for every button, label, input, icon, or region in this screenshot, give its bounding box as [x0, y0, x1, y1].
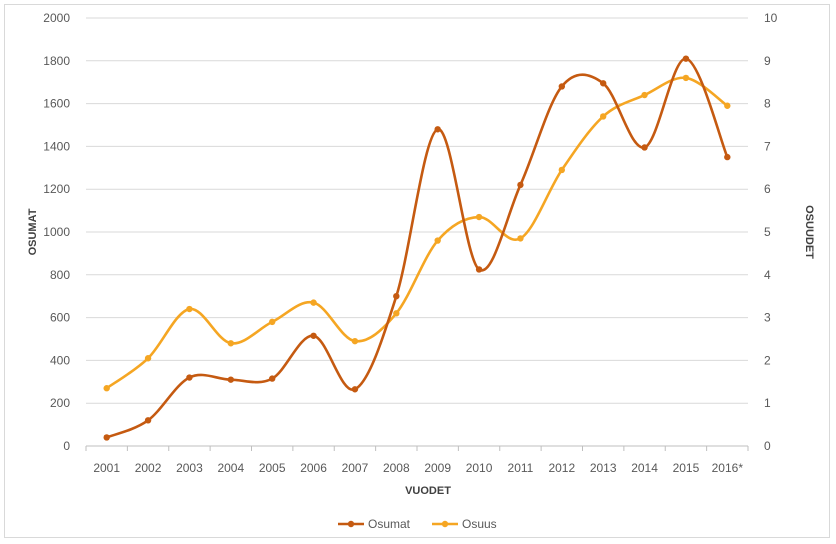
data-point: [186, 305, 193, 313]
data-point: [144, 417, 152, 424]
y-tick-label: 0: [63, 439, 70, 453]
x-tick-label: 2015: [673, 461, 700, 475]
x-tick-label: 2007: [342, 461, 369, 475]
y2-tick-label: 4: [764, 268, 771, 282]
y2-tick-label: 5: [764, 225, 771, 239]
x-tick-label: 2003: [176, 461, 203, 475]
x-tick-label: 2001: [93, 461, 120, 475]
data-point: [641, 91, 648, 99]
legend-label: Osuus: [462, 517, 497, 531]
data-point: [351, 337, 359, 345]
y-tick-label: 400: [50, 353, 70, 367]
data-point: [599, 80, 607, 87]
data-point: [268, 318, 276, 326]
data-point: [475, 213, 483, 221]
y2-tick-label: 2: [764, 353, 771, 367]
data-point: [558, 83, 566, 90]
y-tick-label: 1400: [43, 139, 70, 153]
data-point: [268, 375, 276, 382]
legend: Osumat Osuus: [338, 517, 497, 531]
x-axis-ticks: 2001 2002 2003 2004 2005 2006 2007 2008 2009 2010…: [85, 446, 749, 475]
y2-axis-title: OSUUDET: [803, 205, 815, 259]
y-tick-label: 1600: [43, 97, 70, 111]
data-point: [682, 74, 690, 82]
gridlines: [86, 17, 748, 447]
data-point: [558, 166, 566, 174]
y-tick-label: 200: [50, 396, 70, 410]
data-point: [103, 385, 110, 392]
data-point: [682, 55, 690, 62]
y2-tick-label: 8: [764, 97, 771, 111]
data-point: [227, 340, 235, 347]
data-point: [724, 102, 731, 109]
series-osumat: [103, 55, 731, 441]
data-point: [434, 237, 441, 244]
data-point: [599, 113, 607, 120]
data-point: [434, 126, 441, 133]
data-point: [310, 332, 317, 339]
y-tick-label: 600: [50, 311, 70, 325]
x-tick-label: 2012: [548, 461, 575, 475]
y2-tick-label: 1: [764, 396, 771, 410]
legend-marker: [347, 520, 355, 528]
y-tick-label: 1800: [43, 54, 70, 68]
x-tick-label: 2005: [259, 461, 286, 475]
legend-item: Osuus: [432, 517, 497, 531]
data-point: [227, 376, 235, 383]
x-tick-label: 2004: [217, 461, 244, 475]
data-point: [393, 310, 400, 317]
x-tick-label: 2002: [135, 461, 162, 475]
x-axis-title: VUODET: [405, 485, 451, 497]
x-tick-label: 2006: [300, 461, 327, 475]
y2-tick-label: 9: [764, 54, 771, 68]
series-layer: [103, 55, 731, 441]
data-point: [144, 355, 152, 362]
x-tick-label: 2014: [631, 461, 658, 475]
data-point: [310, 299, 317, 306]
data-point: [724, 153, 731, 161]
y2-tick-label: 10: [764, 11, 778, 25]
series-line: [105, 76, 729, 390]
data-point: [517, 181, 524, 189]
legend-label: Osumat: [368, 517, 411, 531]
y-tick-label: 1000: [43, 225, 70, 239]
x-tick-label: 2009: [424, 461, 451, 475]
legend-item: Osumat: [338, 517, 411, 531]
y-tick-label: 1200: [43, 182, 70, 196]
y2-tick-label: 0: [764, 439, 771, 453]
data-point: [517, 235, 524, 242]
data-point: [393, 293, 400, 300]
x-tick-label: 2011: [508, 461, 534, 475]
y2-tick-label: 7: [764, 139, 771, 153]
data-point: [186, 374, 193, 381]
legend-marker: [441, 520, 449, 528]
x-tick-label: 2008: [383, 461, 410, 475]
series-osuus: [103, 74, 731, 392]
data-point: [641, 144, 648, 151]
x-tick-label: 2013: [590, 461, 617, 475]
right-axis-ticks: 0 1 2 3 4 5 6 7 8 9 10: [764, 11, 778, 453]
y2-tick-label: 3: [764, 311, 771, 325]
y-axis-title: OSUMAT: [27, 208, 39, 255]
series-line: [106, 57, 729, 439]
x-tick-label: 2016*: [712, 461, 744, 475]
y-tick-label: 2000: [43, 11, 70, 25]
x-tick-label: 2010: [466, 461, 493, 475]
data-point: [475, 266, 483, 273]
y-tick-label: 800: [50, 268, 70, 282]
data-point: [103, 434, 110, 441]
data-point: [351, 386, 359, 393]
y2-tick-label: 6: [764, 182, 771, 196]
left-axis-ticks: 0 200 400 600 800 1000 1200 1400 1600 1800 2000: [43, 11, 70, 453]
